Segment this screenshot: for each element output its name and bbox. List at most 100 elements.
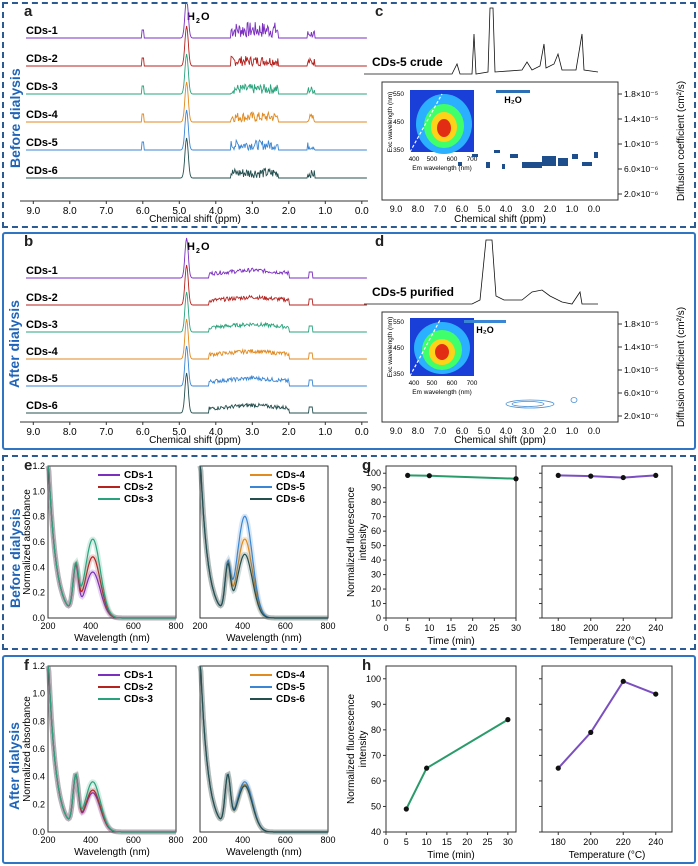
fl-xtick: 240 <box>648 837 663 847</box>
nmr-tick-label: 4.0 <box>209 427 223 438</box>
dosy-xtick: 9.0 <box>390 426 403 436</box>
dosy-xtick: 6.0 <box>456 426 469 436</box>
dosy-crude-spots <box>458 150 598 169</box>
abs-ytick: 0.6 <box>32 537 45 547</box>
water-o-b: O <box>201 241 210 253</box>
fl-data-point <box>588 729 594 735</box>
fl-ytick: 80 <box>371 725 381 735</box>
dosy-xtick: 2.0 <box>544 426 557 436</box>
abs-curve <box>47 665 176 833</box>
dosy-purified-inset: 550 450 350 400 500 600 700 Em wavelengt… <box>387 317 478 396</box>
fl-ytick: 90 <box>371 483 381 493</box>
dosy-xtick: 4.0 <box>500 426 513 436</box>
dosy-xtick: 3.0 <box>522 204 535 214</box>
inset-c-ytick-0: 550 <box>393 91 404 98</box>
dosy-xtick: 0.0 <box>588 426 601 436</box>
water-sub-b: 2 <box>196 248 200 255</box>
abs-ytick: 0.8 <box>32 716 45 726</box>
dosy-ytick: 1.8×10⁻⁵ <box>624 89 658 99</box>
panel-label-h: h <box>362 657 372 674</box>
inset-c-xtick-1: 500 <box>427 156 438 163</box>
fl-xlabel: Time (min) <box>427 636 474 647</box>
nmr-tick-label: 1.0 <box>318 427 332 438</box>
nmr-trace <box>26 81 367 123</box>
inset-c-xtick-3: 700 <box>467 156 478 163</box>
dosy-ytick: 2.0×10⁻⁶ <box>624 189 658 199</box>
dosy-d-xlabel: Chemical shift (ppm) <box>454 435 546 446</box>
abs-xlabel: Wavelength (nm) <box>226 847 302 858</box>
dosy-purified-spots <box>505 397 578 409</box>
abs-xtick: 600 <box>126 835 141 845</box>
fl-xtick: 30 <box>511 623 521 633</box>
abs-ytick: 1.0 <box>32 689 45 699</box>
fl-data-point <box>513 476 519 482</box>
legend-label: CDs-4 <box>276 670 305 681</box>
fluorescence-before: 0 5 10 15 20 25 30 Time (min) 0 10 20 30 40 50 60 70 80 9… <box>346 465 673 647</box>
nmr-tick-label: 2.0 <box>282 427 296 438</box>
dosy-xtick: 5.0 <box>478 204 491 214</box>
abs-xtick: 600 <box>278 835 293 845</box>
nmr-tick-label: 4.0 <box>209 206 223 217</box>
nmr-tick-label: 1.0 <box>318 206 332 217</box>
before-dialysis-frame-top <box>2 2 696 228</box>
legend-label: CDs-5 <box>276 682 305 693</box>
abs-xlabel: Wavelength (nm) <box>74 633 150 644</box>
dosy-xtick: 0.0 <box>588 204 601 214</box>
nmr-stack-after: H 2 O CDs-1 CDs-2 CDs-3 CDs-4 CDs-5 CDs-6 9.0… <box>20 237 369 446</box>
dosy-ytick: 6.0×10⁻⁶ <box>624 388 658 398</box>
nmr-tick-label: 9.0 <box>26 427 40 438</box>
dosy-xtick: 9.0 <box>390 204 403 214</box>
fl-xtick: 10 <box>422 837 432 847</box>
fl-ytick: 60 <box>371 776 381 786</box>
inset-c-ylabel: Exc wavelength (nm) <box>387 92 394 153</box>
dosy-crude-inset: 550 450 350 400 500 600 700 Em wavelengt… <box>387 90 478 172</box>
nmr-trace <box>26 345 367 387</box>
dosy-xtick: 7.0 <box>434 426 447 436</box>
legend-label: CDs-4 <box>276 470 305 481</box>
abs-xtick: 200 <box>40 835 55 845</box>
abs-ytick: 0.4 <box>32 772 45 782</box>
fl-ytick: 70 <box>371 750 381 760</box>
nmr-sample-label: CDs-6 <box>26 400 58 412</box>
abs-xtick: 200 <box>40 621 55 631</box>
fl-ytick: 80 <box>371 497 381 507</box>
fl-xtick: 20 <box>462 837 472 847</box>
panel-label-b: b <box>24 233 34 250</box>
fl-series-line <box>558 474 656 479</box>
water-h-b: H <box>187 241 195 253</box>
fl-ylabel: Normalized fluorescence <box>346 487 357 597</box>
nmr-sample-label: CDs-1 <box>26 25 58 37</box>
nmr-trace <box>26 372 367 414</box>
dosy-ytick: 6.0×10⁻⁶ <box>624 164 658 174</box>
fl-data-point <box>653 472 659 479</box>
abs-ytick: 1.0 <box>32 486 45 496</box>
inset-c-ytick-2: 350 <box>393 147 404 154</box>
fl-xlabel: Temperature (°C) <box>569 850 646 861</box>
dosy-crude-title: CDs-5 crude <box>372 55 443 69</box>
fl-ytick: 10 <box>371 599 381 609</box>
dosy-xtick: 8.0 <box>412 426 425 436</box>
abs-curve <box>199 665 328 833</box>
nmr-tick-label: 3.0 <box>245 206 259 217</box>
water-sub: 2 <box>196 18 200 25</box>
water-label: H 2 O <box>187 11 210 25</box>
water-h: H <box>187 11 195 23</box>
fl-xtick: 200 <box>583 623 598 633</box>
dosy-xtick: 2.0 <box>544 204 557 214</box>
abs-curve <box>199 665 328 833</box>
inset-d-xtick-2: 600 <box>447 380 458 387</box>
legend-label: CDs-5 <box>276 482 305 493</box>
inset-d-xtick-3: 700 <box>467 380 478 387</box>
abs-ytick: 0.8 <box>32 512 45 522</box>
abs-curve <box>47 465 176 619</box>
abs-curve <box>199 465 328 619</box>
fl-xtick: 200 <box>583 837 598 847</box>
fl-xtick: 10 <box>424 623 434 633</box>
fl-ytick: 0 <box>376 613 381 623</box>
abs-ytick: 0.0 <box>32 613 45 623</box>
abs-curve <box>47 465 176 619</box>
dosy-xtick: 1.0 <box>566 426 579 436</box>
fl-ytick: 40 <box>371 827 381 837</box>
dosy-ytick: 1.4×10⁻⁵ <box>624 114 658 124</box>
